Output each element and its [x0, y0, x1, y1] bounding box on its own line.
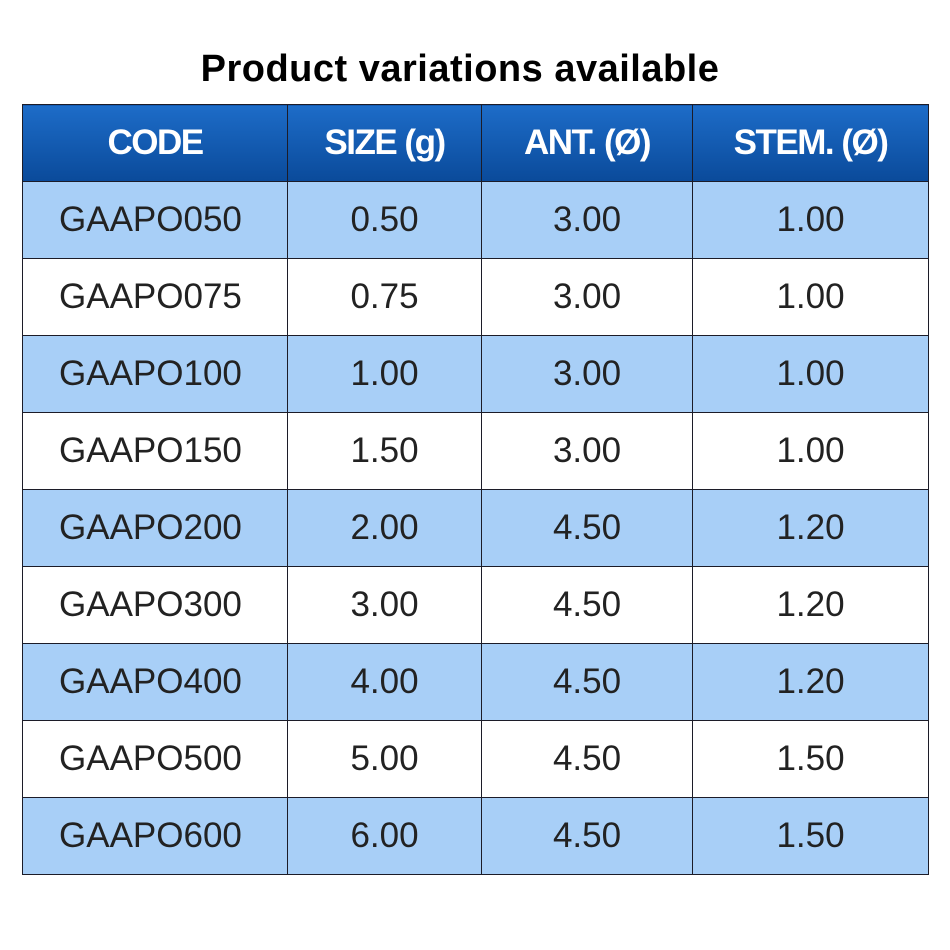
title: Product variations available	[200, 48, 720, 90]
table-body: GAAPO050 0.50 3.00 1.00 GAAPO075 0.75 3.00 1.00…	[22, 181, 929, 875]
value-cell: 1.00	[287, 335, 482, 413]
value-cell: 3.00	[481, 412, 693, 490]
header-cell: ANT. (Ø)	[481, 104, 693, 182]
table-row: GAAPO300 3.00 4.50 1.20	[22, 566, 929, 644]
code-cell: GAAPO400	[22, 643, 288, 721]
value-cell: 2.00	[287, 489, 482, 567]
code-cell: GAAPO600	[22, 797, 288, 875]
code-cell: GAAPO500	[22, 720, 288, 798]
value-cell: 1.20	[692, 489, 929, 567]
value-cell: 1.00	[692, 412, 929, 490]
code-cell: GAAPO200	[22, 489, 288, 567]
value-cell: 3.00	[481, 258, 693, 336]
header-row: CODE SIZE (g) ANT. (Ø) STEM. (Ø)	[22, 104, 929, 182]
table-row: GAAPO200 2.00 4.50 1.20	[22, 489, 929, 567]
value-cell: 1.50	[287, 412, 482, 490]
value-cell: 1.00	[692, 181, 929, 259]
value-cell: 4.50	[481, 797, 693, 875]
value-cell: 6.00	[287, 797, 482, 875]
table-row: GAAPO400 4.00 4.50 1.20	[22, 643, 929, 721]
value-cell: 3.00	[481, 335, 693, 413]
table-row: GAAPO100 1.00 3.00 1.00	[22, 335, 929, 413]
table-row: GAAPO500 5.00 4.50 1.50	[22, 720, 929, 798]
value-cell: 1.00	[692, 335, 929, 413]
header-cell: CODE	[22, 104, 288, 182]
table-row: GAAPO150 1.50 3.00 1.00	[22, 412, 929, 490]
value-cell: 4.50	[481, 489, 693, 567]
value-cell: 0.50	[287, 181, 482, 259]
value-cell: 1.00	[692, 258, 929, 336]
product-table: CODE SIZE (g) ANT. (Ø) STEM. (Ø) GAAPO050 0.…	[22, 104, 929, 875]
value-cell: 4.00	[287, 643, 482, 721]
value-cell: 4.50	[481, 643, 693, 721]
code-cell: GAAPO100	[22, 335, 288, 413]
value-cell: 4.50	[481, 566, 693, 644]
value-cell: 0.75	[287, 258, 482, 336]
code-cell: GAAPO300	[22, 566, 288, 644]
table-row: GAAPO075 0.75 3.00 1.00	[22, 258, 929, 336]
table-row: GAAPO600 6.00 4.50 1.50	[22, 797, 929, 875]
value-cell: 3.00	[481, 181, 693, 259]
code-cell: GAAPO050	[22, 181, 288, 259]
value-cell: 1.20	[692, 643, 929, 721]
value-cell: 5.00	[287, 720, 482, 798]
value-cell: 3.00	[287, 566, 482, 644]
value-cell: 1.20	[692, 566, 929, 644]
header-cell: SIZE (g)	[287, 104, 482, 182]
code-cell: GAAPO075	[22, 258, 288, 336]
table-row: GAAPO050 0.50 3.00 1.00	[22, 181, 929, 259]
code-cell: GAAPO150	[22, 412, 288, 490]
value-cell: 1.50	[692, 797, 929, 875]
value-cell: 1.50	[692, 720, 929, 798]
value-cell: 4.50	[481, 720, 693, 798]
header-cell: STEM. (Ø)	[692, 104, 929, 182]
